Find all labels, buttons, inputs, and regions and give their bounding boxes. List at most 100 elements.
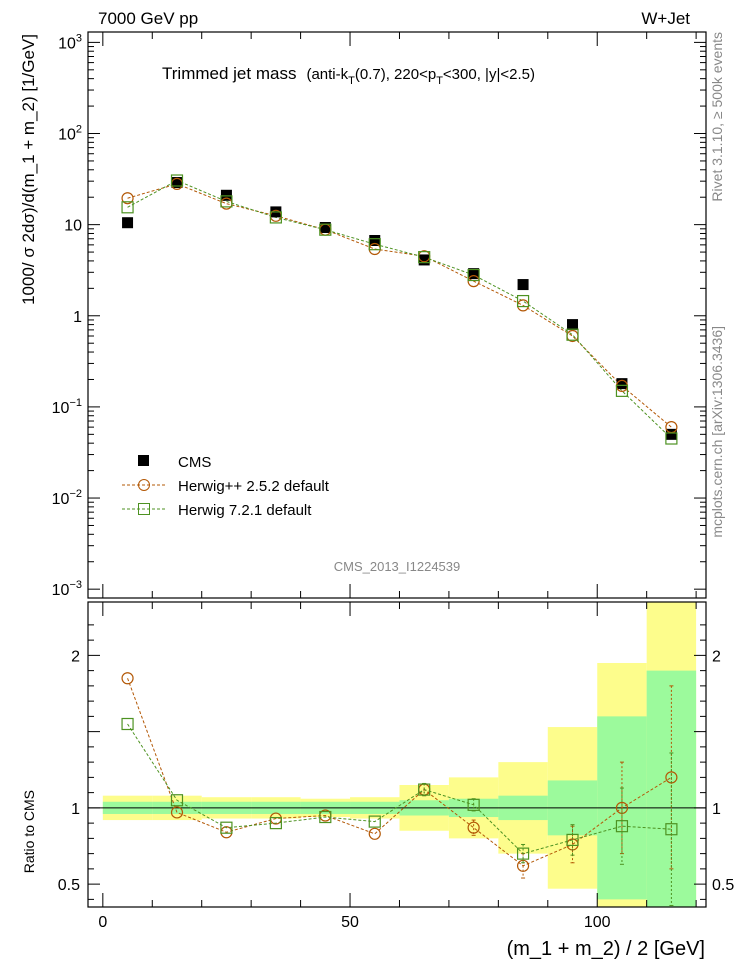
main-frame <box>87 31 707 599</box>
herwig7-point <box>615 384 629 397</box>
x-axis-label: (m_1 + m_2) / 2 [GeV] <box>507 938 705 960</box>
y-tick-base: 10 <box>52 400 70 417</box>
ratio-tick-label-right: 0.5 <box>712 877 734 894</box>
legend-label-cms: CMS <box>178 454 211 471</box>
ratio-panel: 0 50 100 0.5 0.5 1 1 2 2 <box>58 601 734 931</box>
herwig7-point <box>269 211 282 224</box>
herwig7-point <box>121 201 134 214</box>
herwigpp-ratio-point <box>516 859 530 872</box>
title-sub-sub2: T <box>436 75 443 87</box>
herwig7-ratio-point <box>170 794 184 807</box>
y-tick-label: 10 <box>64 218 82 235</box>
y-tick-base: 10 <box>64 218 82 235</box>
herwig7-ratio-point <box>665 823 678 836</box>
series-line-1 <box>127 183 672 428</box>
y-tick-base: 10 <box>58 127 76 144</box>
cms-data-point <box>418 254 430 266</box>
herwig7-point <box>170 174 184 187</box>
y-tick-base: 1 <box>73 309 82 326</box>
herwig7-ratio-point <box>418 783 431 796</box>
ratio-line-1 <box>127 678 672 867</box>
plot-title: Trimmed jet mass (anti-kT(0.7), 220<pT<30… <box>162 64 535 87</box>
herwig7-point <box>319 223 332 236</box>
cms-data-point <box>616 378 628 390</box>
analysis-watermark: CMS_2013_I1224539 <box>334 559 461 574</box>
herwig7-point <box>467 268 480 282</box>
legend-marker-herwig7 <box>138 503 150 515</box>
title-sub-post: <300, |y|<2.5) <box>443 66 535 83</box>
y-tick-label: 102 <box>58 124 82 144</box>
x-tick-label: 50 <box>341 914 359 931</box>
ratio-tick-label-left: 1 <box>71 801 80 818</box>
cms-data-point <box>517 279 529 291</box>
ratio-tick-label-left: 2 <box>71 648 80 665</box>
herwigpp-point <box>121 192 134 205</box>
herwig7-ratio-point <box>368 815 381 828</box>
cms-data-point <box>319 222 331 234</box>
ratio-tick-label-right: 1 <box>712 801 721 818</box>
rivet-label: Rivet 3.1.10, ≥ 500k events <box>709 32 725 202</box>
y-tick-label: 103 <box>58 32 82 52</box>
y-tick-label: 10−3 <box>52 579 82 599</box>
header-right: W+Jet <box>641 9 690 28</box>
series-line-2 <box>127 179 672 439</box>
herwigpp-ratio-point <box>170 806 184 819</box>
mcplots-label: mcplots.cern.ch [arXiv:1306.3436] <box>709 326 725 538</box>
title-sub-mid: (0.7), 220<p <box>355 66 436 83</box>
y-tick-label: 10−2 <box>52 488 82 508</box>
ratio-frame <box>87 601 707 908</box>
herwigpp-ratio-point <box>467 821 480 834</box>
legend-label-herwig7: Herwig 7.2.1 default <box>178 502 312 519</box>
herwig7-ratio-point <box>121 717 134 731</box>
x-tick-label: 0 <box>98 914 107 931</box>
herwig7-ratio-point <box>220 821 233 834</box>
ratio-axis-label: Ratio to CMS <box>21 790 37 873</box>
y-axis-label: 1000/ σ 2dσ)/d(m_1 + m_2) [1/GeV] <box>19 34 38 305</box>
y-tick-exponent: −3 <box>69 579 82 591</box>
herwig7-ratio-point <box>516 847 530 860</box>
cms-data-point <box>468 268 480 280</box>
y-tick-exponent: 3 <box>76 32 82 44</box>
title-sub-sub1: T <box>348 75 355 87</box>
header-left: 7000 GeV pp <box>98 9 198 28</box>
y-tick-base: 10 <box>52 491 70 508</box>
ratio-line-2 <box>127 723 672 855</box>
y-tick-exponent: −1 <box>69 397 82 409</box>
herwigpp-ratio-point <box>121 672 134 685</box>
herwig7-ratio-point <box>269 817 282 830</box>
herwig7-point <box>665 432 678 445</box>
y-tick-exponent: −2 <box>69 488 82 500</box>
ratio-tick-label-right: 2 <box>712 648 721 665</box>
cms-data-point <box>369 234 381 246</box>
herwig7-point <box>566 328 579 341</box>
legend-label-herwigpp: Herwig++ 2.5.2 default <box>178 478 330 495</box>
title-main: Trimmed jet mass <box>162 64 296 83</box>
herwig7-ratio-point <box>615 820 629 833</box>
herwig7-ratio-point <box>467 798 480 811</box>
cms-data-point <box>171 177 183 189</box>
cms-data-point <box>122 217 134 229</box>
title-sub-pre: (anti-k <box>306 66 348 83</box>
herwig7-point <box>418 251 431 264</box>
herwig7-ratio-point <box>566 833 579 847</box>
cms-data-point <box>220 189 232 201</box>
cms-data-point <box>665 428 677 440</box>
cms-data-point <box>567 319 579 331</box>
y-tick-label: 10−1 <box>52 397 82 417</box>
herwig7-point <box>516 294 530 308</box>
y-tick-exponent: 2 <box>76 124 82 136</box>
y-tick-base: 10 <box>58 35 76 52</box>
y-tick-base: 10 <box>52 582 70 599</box>
legend-marker-herwigpp <box>138 479 150 491</box>
ratio-tick-label-left: 0.5 <box>58 877 80 894</box>
herwig7-ratio-point <box>319 810 332 824</box>
legend: CMS Herwig++ 2.5.2 default Herwig 7.2.1 … <box>122 454 330 519</box>
herwig7-point <box>220 195 233 208</box>
herwig7-point <box>368 238 381 251</box>
y-tick-label: 1 <box>73 309 82 326</box>
legend-marker-cms <box>138 455 149 466</box>
herwigpp-point <box>467 275 480 288</box>
herwigpp-ratio-point <box>368 827 381 840</box>
